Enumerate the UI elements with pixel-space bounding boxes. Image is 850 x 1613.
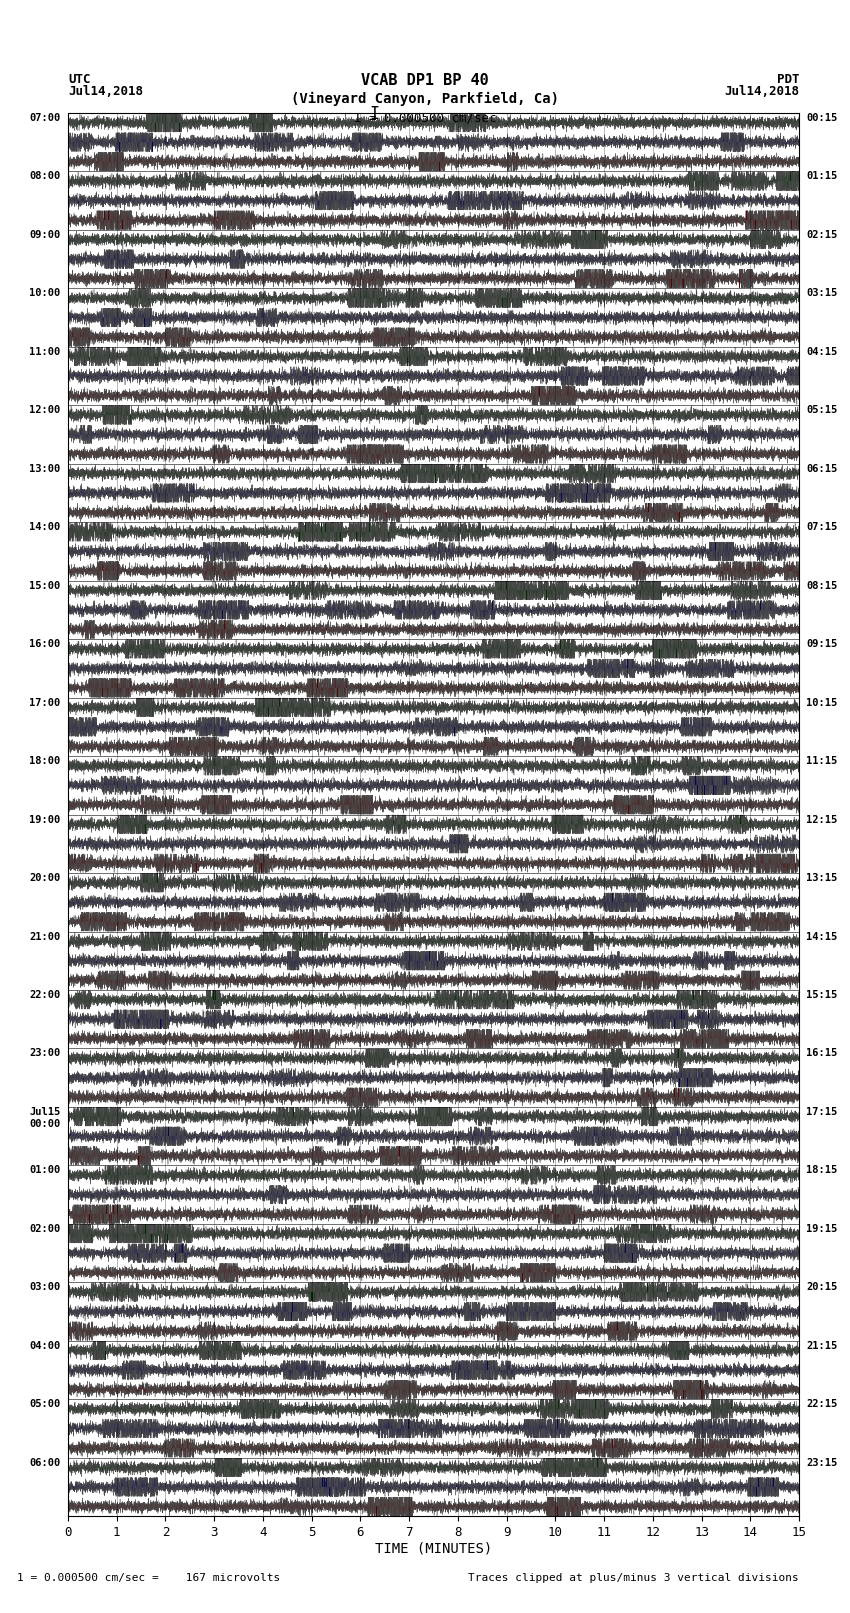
Text: 21:00: 21:00 xyxy=(30,931,60,942)
Text: 17:00: 17:00 xyxy=(30,698,60,708)
Text: 00:15: 00:15 xyxy=(807,113,837,123)
Text: 23:15: 23:15 xyxy=(807,1458,837,1468)
Text: UTC: UTC xyxy=(68,73,90,85)
Text: 20:15: 20:15 xyxy=(807,1282,837,1292)
Text: 15:15: 15:15 xyxy=(807,990,837,1000)
Text: I: I xyxy=(369,105,379,123)
Text: (Vineyard Canyon, Parkfield, Ca): (Vineyard Canyon, Parkfield, Ca) xyxy=(291,92,559,106)
Text: 02:15: 02:15 xyxy=(807,231,837,240)
Text: 15:00: 15:00 xyxy=(30,581,60,590)
Text: 01:15: 01:15 xyxy=(807,171,837,181)
Text: 12:00: 12:00 xyxy=(30,405,60,415)
Text: 20:00: 20:00 xyxy=(30,873,60,882)
Text: 13:15: 13:15 xyxy=(807,873,837,882)
Text: 09:15: 09:15 xyxy=(807,639,837,648)
Text: 14:00: 14:00 xyxy=(30,523,60,532)
Text: Jul14,2018: Jul14,2018 xyxy=(68,85,143,98)
Text: 17:15: 17:15 xyxy=(807,1107,837,1116)
Text: 08:00: 08:00 xyxy=(30,171,60,181)
X-axis label: TIME (MINUTES): TIME (MINUTES) xyxy=(375,1542,492,1555)
Text: 11:00: 11:00 xyxy=(30,347,60,356)
Text: 06:15: 06:15 xyxy=(807,465,837,474)
Text: 18:00: 18:00 xyxy=(30,756,60,766)
Text: 05:00: 05:00 xyxy=(30,1398,60,1410)
Text: 12:15: 12:15 xyxy=(807,815,837,824)
Text: 08:15: 08:15 xyxy=(807,581,837,590)
Text: Jul15
00:00: Jul15 00:00 xyxy=(30,1107,60,1129)
Text: VCAB DP1 BP 40: VCAB DP1 BP 40 xyxy=(361,73,489,87)
Text: 16:15: 16:15 xyxy=(807,1048,837,1058)
Text: PDT: PDT xyxy=(777,73,799,85)
Text: 10:15: 10:15 xyxy=(807,698,837,708)
Text: 22:00: 22:00 xyxy=(30,990,60,1000)
Text: 11:15: 11:15 xyxy=(807,756,837,766)
Text: 22:15: 22:15 xyxy=(807,1398,837,1410)
Text: 18:15: 18:15 xyxy=(807,1165,837,1176)
Text: 02:00: 02:00 xyxy=(30,1224,60,1234)
Text: 06:00: 06:00 xyxy=(30,1458,60,1468)
Text: 14:15: 14:15 xyxy=(807,931,837,942)
Text: 13:00: 13:00 xyxy=(30,465,60,474)
Text: 19:00: 19:00 xyxy=(30,815,60,824)
Text: 10:00: 10:00 xyxy=(30,289,60,298)
Text: 07:15: 07:15 xyxy=(807,523,837,532)
Text: 09:00: 09:00 xyxy=(30,231,60,240)
Text: Traces clipped at plus/minus 3 vertical divisions: Traces clipped at plus/minus 3 vertical … xyxy=(468,1573,798,1582)
Text: 01:00: 01:00 xyxy=(30,1165,60,1176)
Text: Jul14,2018: Jul14,2018 xyxy=(724,85,799,98)
Text: 03:15: 03:15 xyxy=(807,289,837,298)
Text: 21:15: 21:15 xyxy=(807,1340,837,1350)
Text: I = 0.000500 cm/sec: I = 0.000500 cm/sec xyxy=(354,111,496,124)
Text: 03:00: 03:00 xyxy=(30,1282,60,1292)
Text: 05:15: 05:15 xyxy=(807,405,837,415)
Text: 19:15: 19:15 xyxy=(807,1224,837,1234)
Text: 16:00: 16:00 xyxy=(30,639,60,648)
Text: 23:00: 23:00 xyxy=(30,1048,60,1058)
Text: 04:15: 04:15 xyxy=(807,347,837,356)
Text: 04:00: 04:00 xyxy=(30,1340,60,1350)
Text: 1 = 0.000500 cm/sec =    167 microvolts: 1 = 0.000500 cm/sec = 167 microvolts xyxy=(17,1573,280,1582)
Text: 07:00: 07:00 xyxy=(30,113,60,123)
